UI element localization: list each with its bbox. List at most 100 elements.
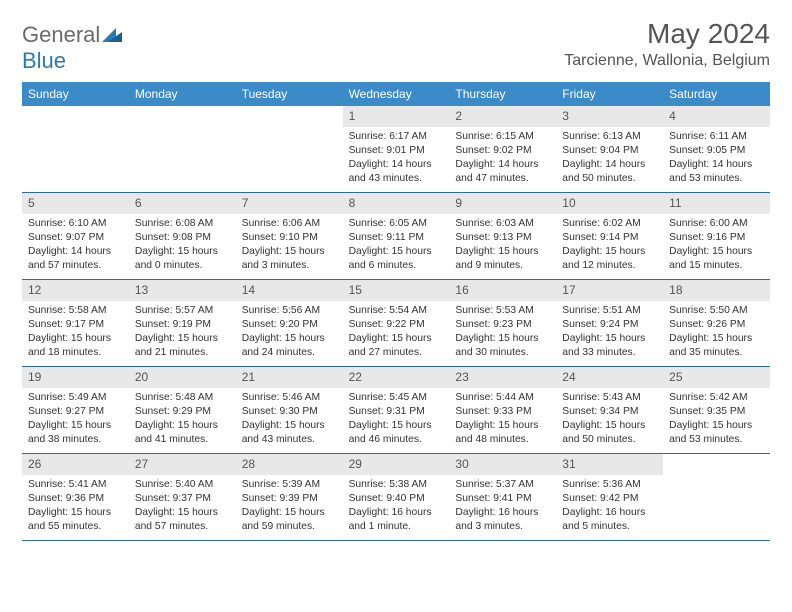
day-cell: 1Sunrise: 6:17 AMSunset: 9:01 PMDaylight… bbox=[343, 106, 450, 192]
sunrise-line: Sunrise: 5:48 AM bbox=[135, 391, 230, 405]
day-body: Sunrise: 6:03 AMSunset: 9:13 PMDaylight:… bbox=[449, 214, 556, 278]
sunrise-line: Sunrise: 6:17 AM bbox=[349, 130, 444, 144]
day-cell: 25Sunrise: 5:42 AMSunset: 9:35 PMDayligh… bbox=[663, 367, 770, 453]
day-body: Sunrise: 5:51 AMSunset: 9:24 PMDaylight:… bbox=[556, 301, 663, 365]
day-body: Sunrise: 5:56 AMSunset: 9:20 PMDaylight:… bbox=[236, 301, 343, 365]
day-cell: 4Sunrise: 6:11 AMSunset: 9:05 PMDaylight… bbox=[663, 106, 770, 192]
day-number: 2 bbox=[449, 106, 556, 127]
day-number: 24 bbox=[556, 367, 663, 388]
day-number: 18 bbox=[663, 280, 770, 301]
day-body: Sunrise: 5:45 AMSunset: 9:31 PMDaylight:… bbox=[343, 388, 450, 452]
sunrise-line: Sunrise: 6:13 AM bbox=[562, 130, 657, 144]
sunset-line: Sunset: 9:36 PM bbox=[28, 492, 123, 506]
sunrise-line: Sunrise: 5:56 AM bbox=[242, 304, 337, 318]
day-body: Sunrise: 6:05 AMSunset: 9:11 PMDaylight:… bbox=[343, 214, 450, 278]
day-number: 20 bbox=[129, 367, 236, 388]
day-body: Sunrise: 5:48 AMSunset: 9:29 PMDaylight:… bbox=[129, 388, 236, 452]
day-cell: 18Sunrise: 5:50 AMSunset: 9:26 PMDayligh… bbox=[663, 280, 770, 366]
day-number: 12 bbox=[22, 280, 129, 301]
day-body: Sunrise: 6:02 AMSunset: 9:14 PMDaylight:… bbox=[556, 214, 663, 278]
day-cell: 20Sunrise: 5:48 AMSunset: 9:29 PMDayligh… bbox=[129, 367, 236, 453]
sunrise-line: Sunrise: 5:43 AM bbox=[562, 391, 657, 405]
day-body: Sunrise: 5:43 AMSunset: 9:34 PMDaylight:… bbox=[556, 388, 663, 452]
day-cell: 12Sunrise: 5:58 AMSunset: 9:17 PMDayligh… bbox=[22, 280, 129, 366]
sunset-line: Sunset: 9:20 PM bbox=[242, 318, 337, 332]
sunrise-line: Sunrise: 5:50 AM bbox=[669, 304, 764, 318]
sunset-line: Sunset: 9:14 PM bbox=[562, 231, 657, 245]
day-number: 22 bbox=[343, 367, 450, 388]
daylight-line: Daylight: 15 hours and 12 minutes. bbox=[562, 245, 657, 273]
day-cell: 21Sunrise: 5:46 AMSunset: 9:30 PMDayligh… bbox=[236, 367, 343, 453]
day-cell: 10Sunrise: 6:02 AMSunset: 9:14 PMDayligh… bbox=[556, 193, 663, 279]
day-cell: 15Sunrise: 5:54 AMSunset: 9:22 PMDayligh… bbox=[343, 280, 450, 366]
sunset-line: Sunset: 9:17 PM bbox=[28, 318, 123, 332]
sunrise-line: Sunrise: 5:53 AM bbox=[455, 304, 550, 318]
sunset-line: Sunset: 9:16 PM bbox=[669, 231, 764, 245]
daylight-line: Daylight: 14 hours and 50 minutes. bbox=[562, 158, 657, 186]
daylight-line: Daylight: 15 hours and 46 minutes. bbox=[349, 419, 444, 447]
sunset-line: Sunset: 9:04 PM bbox=[562, 144, 657, 158]
day-cell: 7Sunrise: 6:06 AMSunset: 9:10 PMDaylight… bbox=[236, 193, 343, 279]
sunrise-line: Sunrise: 5:44 AM bbox=[455, 391, 550, 405]
day-number: 8 bbox=[343, 193, 450, 214]
daylight-line: Daylight: 15 hours and 48 minutes. bbox=[455, 419, 550, 447]
day-cell bbox=[22, 106, 129, 192]
daylight-line: Daylight: 14 hours and 57 minutes. bbox=[28, 245, 123, 273]
day-number: 13 bbox=[129, 280, 236, 301]
sunset-line: Sunset: 9:23 PM bbox=[455, 318, 550, 332]
week-row: 19Sunrise: 5:49 AMSunset: 9:27 PMDayligh… bbox=[22, 367, 770, 454]
calendar: SundayMondayTuesdayWednesdayThursdayFrid… bbox=[22, 82, 770, 541]
day-number: 19 bbox=[22, 367, 129, 388]
daylight-line: Daylight: 15 hours and 21 minutes. bbox=[135, 332, 230, 360]
weekday-header: Sunday bbox=[22, 82, 129, 106]
week-row: 26Sunrise: 5:41 AMSunset: 9:36 PMDayligh… bbox=[22, 454, 770, 541]
day-cell: 19Sunrise: 5:49 AMSunset: 9:27 PMDayligh… bbox=[22, 367, 129, 453]
daylight-line: Daylight: 15 hours and 9 minutes. bbox=[455, 245, 550, 273]
sunset-line: Sunset: 9:35 PM bbox=[669, 405, 764, 419]
logo: GeneralBlue bbox=[22, 22, 122, 74]
day-body: Sunrise: 5:39 AMSunset: 9:39 PMDaylight:… bbox=[236, 475, 343, 539]
day-body: Sunrise: 5:40 AMSunset: 9:37 PMDaylight:… bbox=[129, 475, 236, 539]
day-number: 6 bbox=[129, 193, 236, 214]
logo-general: General bbox=[22, 22, 100, 47]
day-cell: 30Sunrise: 5:37 AMSunset: 9:41 PMDayligh… bbox=[449, 454, 556, 540]
day-cell: 6Sunrise: 6:08 AMSunset: 9:08 PMDaylight… bbox=[129, 193, 236, 279]
sunrise-line: Sunrise: 5:42 AM bbox=[669, 391, 764, 405]
sunrise-line: Sunrise: 5:51 AM bbox=[562, 304, 657, 318]
sunset-line: Sunset: 9:37 PM bbox=[135, 492, 230, 506]
sunset-line: Sunset: 9:10 PM bbox=[242, 231, 337, 245]
day-body: Sunrise: 5:54 AMSunset: 9:22 PMDaylight:… bbox=[343, 301, 450, 365]
day-body: Sunrise: 5:46 AMSunset: 9:30 PMDaylight:… bbox=[236, 388, 343, 452]
sunset-line: Sunset: 9:39 PM bbox=[242, 492, 337, 506]
sunrise-line: Sunrise: 5:36 AM bbox=[562, 478, 657, 492]
day-cell: 31Sunrise: 5:36 AMSunset: 9:42 PMDayligh… bbox=[556, 454, 663, 540]
sunset-line: Sunset: 9:33 PM bbox=[455, 405, 550, 419]
day-body: Sunrise: 6:06 AMSunset: 9:10 PMDaylight:… bbox=[236, 214, 343, 278]
day-number: 7 bbox=[236, 193, 343, 214]
day-body: Sunrise: 6:10 AMSunset: 9:07 PMDaylight:… bbox=[22, 214, 129, 278]
weekday-header: Thursday bbox=[449, 82, 556, 106]
daylight-line: Daylight: 14 hours and 43 minutes. bbox=[349, 158, 444, 186]
daylight-line: Daylight: 16 hours and 3 minutes. bbox=[455, 506, 550, 534]
logo-blue: Blue bbox=[22, 48, 66, 73]
sunrise-line: Sunrise: 6:02 AM bbox=[562, 217, 657, 231]
sunset-line: Sunset: 9:31 PM bbox=[349, 405, 444, 419]
sunset-line: Sunset: 9:05 PM bbox=[669, 144, 764, 158]
daylight-line: Daylight: 15 hours and 55 minutes. bbox=[28, 506, 123, 534]
sunrise-line: Sunrise: 5:38 AM bbox=[349, 478, 444, 492]
weekday-header: Tuesday bbox=[236, 82, 343, 106]
day-body: Sunrise: 5:49 AMSunset: 9:27 PMDaylight:… bbox=[22, 388, 129, 452]
daylight-line: Daylight: 15 hours and 30 minutes. bbox=[455, 332, 550, 360]
daylight-line: Daylight: 15 hours and 50 minutes. bbox=[562, 419, 657, 447]
daylight-line: Daylight: 15 hours and 15 minutes. bbox=[669, 245, 764, 273]
daylight-line: Daylight: 15 hours and 27 minutes. bbox=[349, 332, 444, 360]
sunset-line: Sunset: 9:40 PM bbox=[349, 492, 444, 506]
day-cell: 14Sunrise: 5:56 AMSunset: 9:20 PMDayligh… bbox=[236, 280, 343, 366]
day-body: Sunrise: 6:17 AMSunset: 9:01 PMDaylight:… bbox=[343, 127, 450, 191]
day-number: 25 bbox=[663, 367, 770, 388]
daylight-line: Daylight: 15 hours and 59 minutes. bbox=[242, 506, 337, 534]
day-number: 30 bbox=[449, 454, 556, 475]
daylight-line: Daylight: 15 hours and 43 minutes. bbox=[242, 419, 337, 447]
sunrise-line: Sunrise: 6:06 AM bbox=[242, 217, 337, 231]
weekday-header: Friday bbox=[556, 82, 663, 106]
